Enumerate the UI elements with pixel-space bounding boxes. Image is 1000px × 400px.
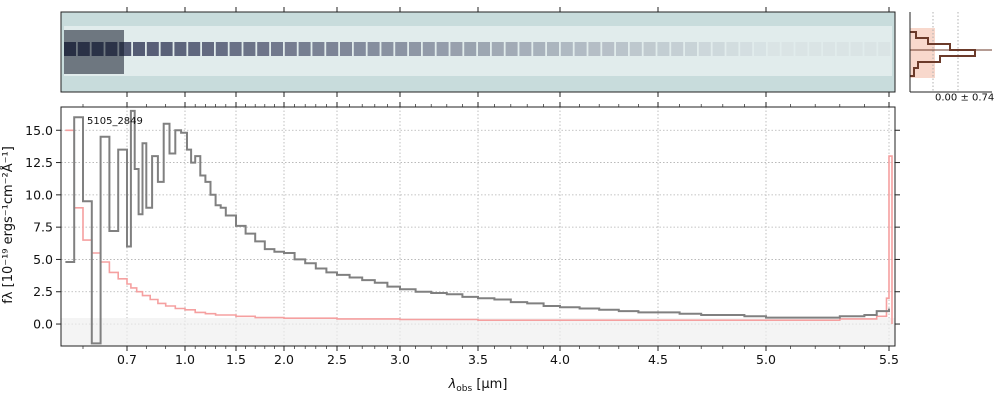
spectrum-2d-trace-segment — [823, 42, 835, 56]
spectrum-2d-trace-segment — [767, 42, 780, 56]
spectrum-2d-trace-segment — [188, 42, 201, 56]
y-tick-label: 7.5 — [33, 220, 53, 235]
spectrum-2d-trace-segment — [229, 42, 242, 56]
spectrum-2d-trace-segment — [243, 42, 256, 56]
x-tick-label: 3.5 — [468, 352, 488, 367]
x-axis: 0.7 1.0 1.5 2.0 2.5 3.0 3.5 4.0 4.5 5.0 5.5 — [82, 102, 899, 367]
spectrum-2d-trace-segment — [519, 42, 532, 56]
spectrum-2d-trace-segment — [174, 42, 187, 56]
zero-band — [61, 318, 895, 346]
spectrum-2d-trace-segment — [795, 42, 808, 56]
spectrum-2d-trace-segment — [271, 42, 283, 56]
spectrum-2d-trace-segment — [629, 42, 642, 56]
spectrum-2d-trace-segment — [409, 42, 421, 56]
spectrum-2d-trace-segment — [712, 42, 725, 56]
spectrum-2d-noise-edge — [64, 30, 124, 74]
spectrum-2d-trace-segment — [464, 42, 477, 56]
spectrum-1d-panel: 0.7 1.0 1.5 2.0 2.5 3.0 3.5 4.0 4.5 5.0 5.5 0.0 2.5… — [0, 102, 900, 394]
y-tick-label: 2.5 — [33, 284, 53, 299]
spectrum-2d-trace-segment — [146, 42, 159, 56]
spectrum-2d-trace-segment — [809, 42, 822, 56]
spectrum-2d-trace-segment — [740, 42, 753, 56]
spectrum-2d-trace-segment — [491, 42, 504, 56]
spectrum-2d-trace-segment — [588, 42, 601, 56]
spectrum-2d-trace-segment — [533, 42, 546, 56]
spectrum-2d-trace-segment — [215, 42, 228, 56]
y-tick-label: 12.5 — [25, 155, 53, 170]
spectrum-2d-trace-segment — [133, 42, 145, 56]
y-tick-label: 15.0 — [25, 123, 53, 138]
spectrum-2d-trace-segment — [353, 42, 366, 56]
spectrum-2d-trace-segment — [643, 42, 656, 56]
spectrum-2d-trace-segment — [836, 42, 849, 56]
profile-annotation: 0.00 ± 0.74 — [935, 92, 994, 103]
spectrum-2d-trace-segment — [340, 42, 352, 56]
x-tick-label: 5.5 — [879, 352, 899, 367]
series-group — [65, 109, 893, 345]
spectrum-2d-trace-segment — [312, 42, 325, 56]
spectrum-2d-trace-segment — [602, 42, 615, 56]
spectrum-2d-trace-segment — [202, 42, 214, 56]
spectrum-2d-ticks — [126, 7, 890, 97]
profile-histogram — [910, 12, 992, 92]
spectrum-2d-trace-segment — [298, 42, 311, 56]
spectrum-2d-trace-segment — [505, 42, 518, 56]
series-flux — [65, 109, 890, 345]
spectrum-2d-trace-segment — [878, 42, 891, 56]
spectrum-2d-trace-segment — [671, 42, 684, 56]
spectrum-2d-trace-segment — [395, 42, 408, 56]
spectrum-2d-trace-segment — [574, 42, 587, 56]
profile-step — [910, 31, 976, 77]
series-uncertainty — [65, 129, 893, 324]
spectrum-2d-trace-segment — [381, 42, 394, 56]
spectrum-2d-trace-segment — [781, 42, 794, 56]
spectrum-2d-trace-segment — [754, 42, 766, 56]
x-tick-label: 4.0 — [550, 352, 570, 367]
spectrum-2d-trace-segment — [864, 42, 877, 56]
y-tick-label: 0.0 — [33, 317, 53, 332]
spectrum-2d-trace-segment — [657, 42, 670, 56]
object-label: 5105_2849 — [87, 116, 143, 127]
spectrum-2d-trace-segment — [616, 42, 628, 56]
spectrum-2d-trace-segment — [326, 42, 339, 56]
x-tick-label: 4.5 — [648, 352, 668, 367]
y-tick-label: 10.0 — [25, 187, 53, 202]
y-axis-label: fλ [10⁻¹⁹ ergs⁻¹cm⁻²Å⁻¹] — [0, 146, 16, 304]
profile-panel: 0.00 ± 0.74 — [909, 12, 994, 103]
x-tick-label: 1.0 — [175, 352, 195, 367]
x-tick-label: 3.0 — [390, 352, 410, 367]
spectrum-2d-trace-segment — [436, 42, 449, 56]
x-tick-label: 0.7 — [117, 352, 137, 367]
spectrum-2d-trace-segment — [257, 42, 270, 56]
spectrum-2d-trace-segment — [560, 42, 573, 56]
spectrum-2d-trace-segment — [160, 42, 173, 56]
x-tick-label: 2.5 — [327, 352, 347, 367]
x-axis-label: λobs [μm] — [448, 377, 508, 394]
spectrum-2d-trace-segment — [685, 42, 697, 56]
x-tick-label: 5.0 — [756, 352, 776, 367]
spectrum-2d-panel — [60, 7, 896, 97]
x-tick-label: 2.0 — [274, 352, 294, 367]
spectrum-2d-trace-segment — [450, 42, 463, 56]
spectrum-2d-trace-segment — [726, 42, 739, 56]
spectrum-2d-trace-segment — [367, 42, 380, 56]
y-tick-label: 5.0 — [33, 252, 53, 267]
spectrum-2d-trace-segment — [850, 42, 863, 56]
y-axis: 0.0 2.5 5.0 7.5 10.0 12.5 15.0 — [25, 123, 900, 332]
spectrum-2d-trace — [64, 26, 892, 76]
spectrum-2d-trace-segment — [478, 42, 490, 56]
spectrum-2d-trace-segment — [284, 42, 297, 56]
spectrum-2d-trace-segment — [547, 42, 559, 56]
spectrum-2d-trace-segment — [698, 42, 711, 56]
x-tick-label: 1.5 — [226, 352, 246, 367]
spectrum-2d-trace-segment — [422, 42, 435, 56]
